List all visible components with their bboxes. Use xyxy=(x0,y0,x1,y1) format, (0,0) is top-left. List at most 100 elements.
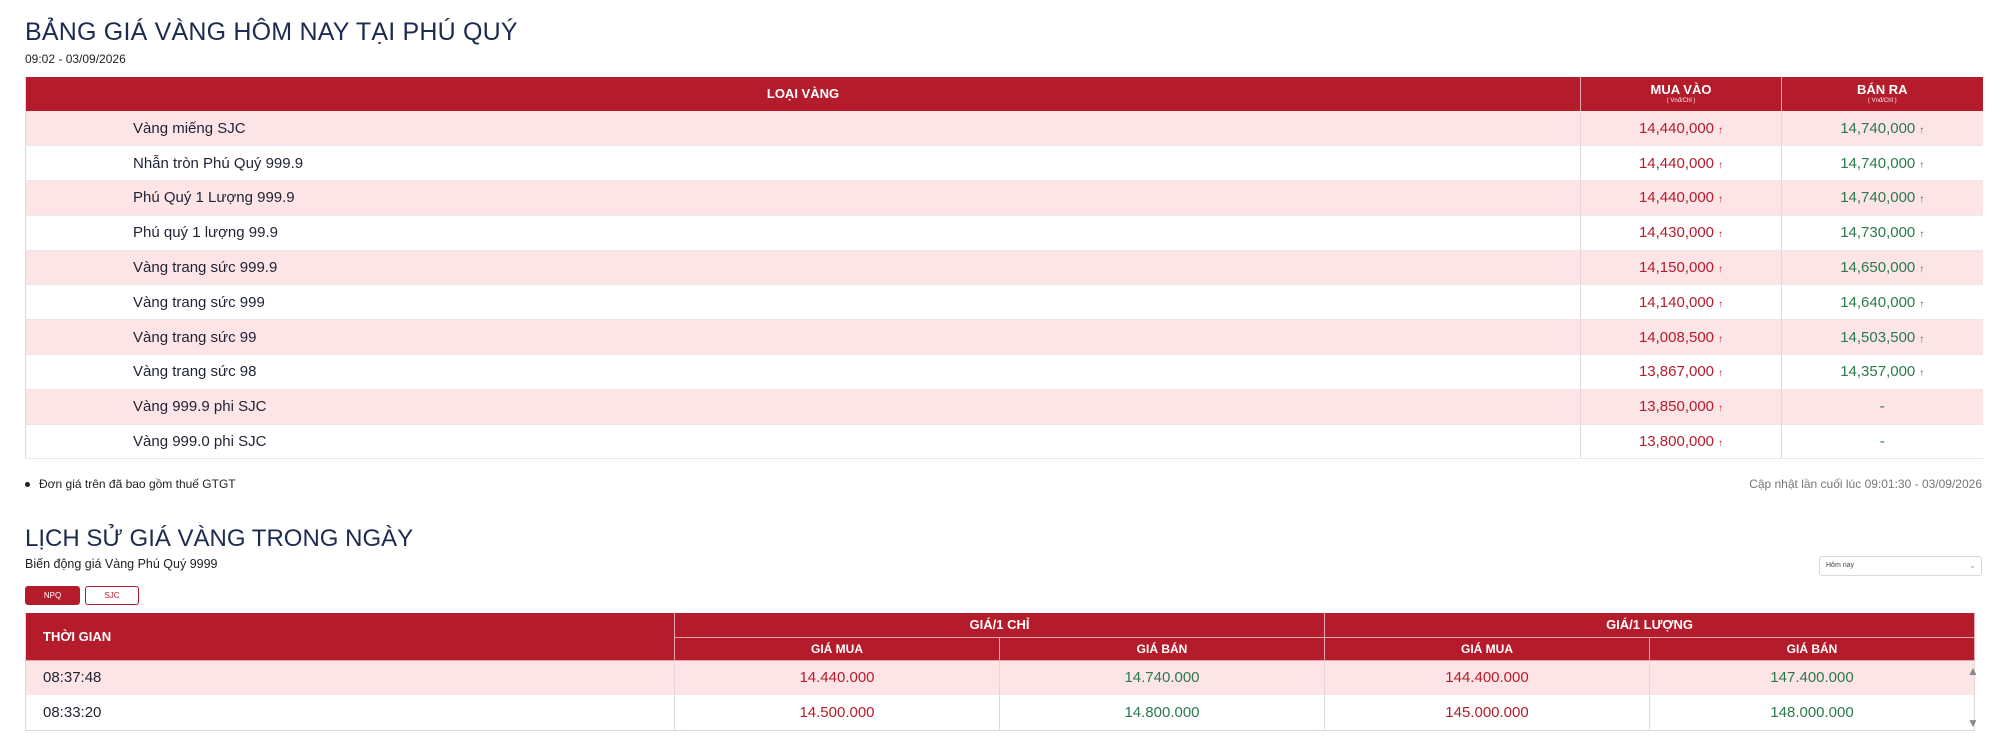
arrow-up-icon: ↑ xyxy=(1919,124,1925,136)
gold-name: Nhẫn tròn Phú Quý 999.9 xyxy=(25,145,1581,182)
arrow-up-icon: ↑ xyxy=(1718,298,1724,310)
tab-npq[interactable]: NPQ xyxy=(25,586,80,605)
arrow-up-icon: ↑ xyxy=(1919,368,1925,380)
col-luong-buy: GIÁ MUA xyxy=(1324,637,1650,661)
price-table-header: LOẠI VÀNG MUA VÀO( Vnđ/Chỉ ) BÁN RA( Vnđ… xyxy=(25,77,1983,111)
buy-price: 13,867,000 ↑ xyxy=(1580,354,1782,390)
table-row: Vàng 999.0 phi SJC 13,800,000 ↑ - xyxy=(25,424,1983,460)
sell-price: 14,650,000 ↑ xyxy=(1781,250,1983,286)
gold-name: Vàng trang sức 999.9 xyxy=(25,250,1581,286)
buy-price: 14,430,000 ↑ xyxy=(1580,215,1782,251)
history-subtitle: Biến động giá Vàng Phú Quý 9999 xyxy=(25,557,218,571)
sell-price: 14,503,500 ↑ xyxy=(1781,319,1983,356)
buy-price: 14,440,000 ↑ xyxy=(1580,145,1782,182)
chi-sell-price: 14.800.000 xyxy=(999,695,1325,730)
buy-price: 14,440,000 ↑ xyxy=(1580,111,1782,147)
history-time: 08:37:48 xyxy=(25,660,675,695)
vat-note: Đơn giá trên đã bao gồm thuế GTGT xyxy=(25,477,236,491)
table-row: 08:33:20 14.500.000 14.800.000 145.000.0… xyxy=(25,695,1976,730)
gold-name: Vàng 999.0 phi SJC xyxy=(25,424,1581,460)
chi-sell-price: 14.740.000 xyxy=(999,660,1325,695)
table-row: Nhẫn tròn Phú Quý 999.9 14,440,000 ↑ 14,7… xyxy=(25,145,1983,182)
period-select-value: Hôm nay xyxy=(1826,562,1855,569)
history-time: 08:33:20 xyxy=(25,695,675,730)
bullet-icon xyxy=(25,481,30,487)
price-timestamp: 09:02 - 03/09/2026 xyxy=(25,52,126,66)
tab-sjc[interactable]: SJC xyxy=(85,586,139,605)
sell-price: - xyxy=(1781,424,1983,460)
chevron-down-icon: ⌄ xyxy=(1969,561,1976,570)
gold-price-table: LOẠI VÀNG MUA VÀO( Vnđ/Chỉ ) BÁN RA( Vnđ… xyxy=(25,77,1983,460)
group-per-chi: GIÁ/1 CHỈ xyxy=(674,613,1325,638)
price-history-table: THỜI GIAN GIÁ/1 CHỈ GIÁ/1 LƯỢNG GIÁ MUA … xyxy=(25,613,1976,731)
luong-buy-price: 145.000.000 xyxy=(1324,695,1650,730)
buy-price: 13,800,000 ↑ xyxy=(1580,424,1782,460)
period-select[interactable]: Hôm nay ⌄ xyxy=(1819,556,1982,576)
gold-name: Vàng miếng SJC xyxy=(25,111,1581,147)
chi-buy-price: 14.440.000 xyxy=(674,660,1000,695)
sell-price: 14,740,000 ↑ xyxy=(1781,145,1983,182)
gold-name: Phú quý 1 lượng 99.9 xyxy=(25,215,1581,251)
sell-price: - xyxy=(1781,389,1983,425)
history-header-group: THỜI GIAN GIÁ/1 CHỈ GIÁ/1 LƯỢNG xyxy=(25,613,1976,661)
col-luong-sell: GIÁ BÁN xyxy=(1649,637,1976,661)
sell-price: 14,740,000 ↑ xyxy=(1781,180,1983,216)
col-sell: BÁN RA( Vnđ/Chỉ ) xyxy=(1781,77,1983,111)
gold-name: Vàng trang sức 99 xyxy=(25,319,1581,356)
table-row: Vàng trang sức 999.9 14,150,000 ↑ 14,650,… xyxy=(25,250,1983,286)
table-row: Vàng 999.9 phi SJC 13,850,000 ↑ - xyxy=(25,389,1983,425)
arrow-up-icon: ↑ xyxy=(1718,403,1724,415)
arrow-up-icon: ↑ xyxy=(1718,194,1724,206)
scroll-up-icon[interactable]: ▲ xyxy=(1967,664,1979,678)
group-per-luong: GIÁ/1 LƯỢNG xyxy=(1324,613,1976,638)
sell-price: 14,640,000 ↑ xyxy=(1781,284,1983,321)
buy-price: 14,440,000 ↑ xyxy=(1580,180,1782,216)
history-header-sub: GIÁ MUA GIÁ BÁN GIÁ MUA GIÁ BÁN xyxy=(26,637,1976,661)
table-row: 08:37:48 14.440.000 14.740.000 144.400.0… xyxy=(25,660,1976,695)
chi-buy-price: 14.500.000 xyxy=(674,695,1000,730)
luong-sell-price: 148.000.000 xyxy=(1649,695,1976,730)
last-updated: Cập nhật lần cuối lúc 09:01:30 - 03/09/2… xyxy=(1749,477,1982,491)
arrow-up-icon: ↑ xyxy=(1718,229,1724,241)
table-row: Vàng miếng SJC 14,440,000 ↑ 14,740,000 ↑ xyxy=(25,111,1983,147)
table-row: Phú quý 1 lượng 99.9 14,430,000 ↑ 14,730,… xyxy=(25,215,1983,251)
vat-note-text: Đơn giá trên đã bao gồm thuế GTGT xyxy=(39,477,236,491)
page-title: BẢNG GIÁ VÀNG HÔM NAY TẠI PHÚ QUÝ xyxy=(25,18,518,46)
arrow-up-icon: ↑ xyxy=(1718,333,1724,345)
arrow-up-icon: ↑ xyxy=(1718,368,1724,380)
col-chi-buy: GIÁ MUA xyxy=(674,637,1000,661)
arrow-up-icon: ↑ xyxy=(1718,159,1724,171)
col-time: THỜI GIAN xyxy=(25,613,675,661)
sell-price: 14,357,000 ↑ xyxy=(1781,354,1983,390)
col-buy: MUA VÀO( Vnđ/Chỉ ) xyxy=(1580,77,1782,111)
table-row: Phú Quý 1 Lượng 999.9 14,440,000 ↑ 14,740… xyxy=(25,180,1983,216)
gold-name: Vàng trang sức 999 xyxy=(25,284,1581,321)
arrow-up-icon: ↑ xyxy=(1718,264,1724,276)
arrow-up-icon: ↑ xyxy=(1718,438,1724,450)
buy-price: 14,140,000 ↑ xyxy=(1580,284,1782,321)
table-row: Vàng trang sức 999 14,140,000 ↑ 14,640,00… xyxy=(25,284,1983,321)
arrow-up-icon: ↑ xyxy=(1919,264,1925,276)
arrow-up-icon: ↑ xyxy=(1919,194,1925,206)
gold-name: Vàng trang sức 98 xyxy=(25,354,1581,390)
gold-name: Phú Quý 1 Lượng 999.9 xyxy=(25,180,1581,216)
gold-name: Vàng 999.9 phi SJC xyxy=(25,389,1581,425)
col-chi-sell: GIÁ BÁN xyxy=(999,637,1325,661)
col-gold-type: LOẠI VÀNG xyxy=(25,77,1581,111)
arrow-up-icon: ↑ xyxy=(1718,124,1724,136)
buy-price: 14,150,000 ↑ xyxy=(1580,250,1782,286)
sell-price: 14,730,000 ↑ xyxy=(1781,215,1983,251)
arrow-up-icon: ↑ xyxy=(1919,229,1925,241)
luong-buy-price: 144.400.000 xyxy=(1324,660,1650,695)
history-title: LỊCH SỬ GIÁ VÀNG TRONG NGÀY xyxy=(25,525,414,552)
buy-price: 14,008,500 ↑ xyxy=(1580,319,1782,356)
luong-sell-price: 147.400.000 xyxy=(1649,660,1976,695)
table-row: Vàng trang sức 98 13,867,000 ↑ 14,357,000… xyxy=(25,354,1983,390)
arrow-up-icon: ↑ xyxy=(1919,333,1925,345)
arrow-up-icon: ↑ xyxy=(1919,298,1925,310)
sell-price: 14,740,000 ↑ xyxy=(1781,111,1983,147)
scroll-down-icon[interactable]: ▼ xyxy=(1967,716,1979,730)
arrow-up-icon: ↑ xyxy=(1919,159,1925,171)
table-row: Vàng trang sức 99 14,008,500 ↑ 14,503,500… xyxy=(25,319,1983,356)
buy-price: 13,850,000 ↑ xyxy=(1580,389,1782,425)
